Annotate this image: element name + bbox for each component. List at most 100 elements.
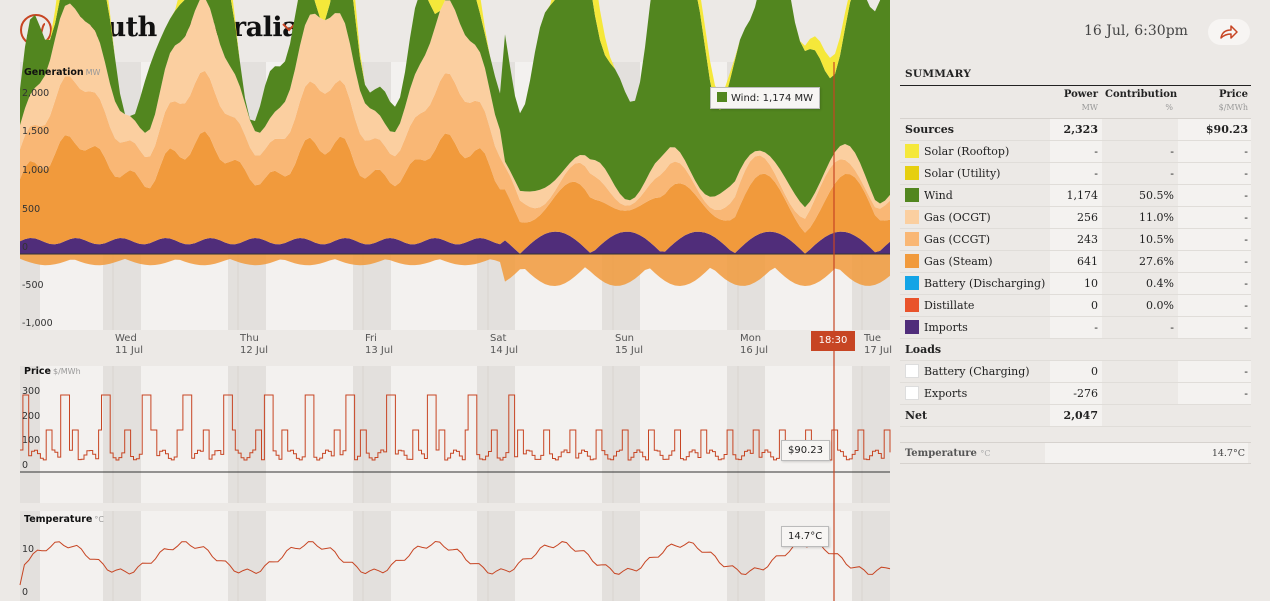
source-row[interactable]: Imports - - - (900, 317, 1251, 339)
price-tooltip: $90.23 (781, 440, 830, 461)
load-price: - (1178, 383, 1251, 404)
source-row[interactable]: Solar (Utility) - - - (900, 163, 1251, 185)
contribution-column-unit: % (1165, 103, 1173, 112)
day-date: 16 Jul (740, 345, 768, 356)
source-name: Solar (Rooftop) (924, 145, 1010, 158)
source-price: - (1178, 141, 1251, 162)
temperature-summary-value: 14.7°C (1045, 443, 1248, 463)
source-power: 10 (1050, 273, 1102, 294)
power-column-header[interactable]: Power (1063, 89, 1098, 100)
source-power: 641 (1050, 251, 1102, 272)
night-band (727, 511, 765, 601)
source-swatch[interactable] (905, 320, 919, 334)
source-row[interactable]: Gas (OCGT) 256 11.0% - (900, 207, 1251, 229)
charts-svg[interactable] (0, 0, 895, 601)
day-name: Sun (615, 333, 635, 344)
temperature-tooltip: 14.7°C (781, 526, 830, 547)
contribution-column-header[interactable]: Contribution (1105, 89, 1178, 100)
source-name: Gas (OCGT) (924, 211, 991, 224)
source-swatch[interactable] (905, 144, 919, 158)
source-power: 256 (1050, 207, 1102, 228)
day-date: 17 Jul (864, 345, 892, 356)
share-arrow-icon (1220, 25, 1238, 39)
source-power: 243 (1050, 229, 1102, 250)
generation-unit: MW (85, 68, 101, 77)
night-band (852, 511, 890, 601)
temperature-chart-y-tick: 10 (22, 544, 35, 555)
night-band (20, 366, 40, 503)
source-row[interactable]: Battery (Discharging) 10 0.4% - (900, 273, 1251, 295)
time-marker[interactable]: 18:30 (811, 331, 855, 351)
day-name: Fri (365, 333, 377, 344)
sources-price: $90.23 (1178, 119, 1251, 140)
share-button[interactable] (1208, 19, 1250, 45)
net-label: Net (905, 409, 928, 422)
generation-chart-y-tick: 500 (22, 204, 41, 215)
load-power: -276 (1050, 383, 1102, 404)
source-row[interactable]: Gas (Steam) 641 27.6% - (900, 251, 1251, 273)
source-power: - (1050, 141, 1102, 162)
day-date: 12 Jul (240, 345, 268, 356)
source-row[interactable]: Solar (Rooftop) - - - (900, 141, 1251, 163)
source-swatch[interactable] (905, 276, 919, 290)
price-chart-y-tick: 200 (22, 411, 41, 422)
source-swatch[interactable] (905, 254, 919, 268)
day-name: Wed (115, 333, 137, 344)
load-swatch[interactable] (905, 386, 919, 400)
day-label: Wed 11 Jul (115, 333, 143, 357)
source-swatch[interactable] (905, 188, 919, 202)
wind-tooltip: Wind: 1,174 MW (710, 87, 821, 109)
imports-area (20, 231, 890, 254)
price-label-text: Price (24, 366, 51, 377)
source-name: Solar (Utility) (924, 167, 1001, 180)
load-row[interactable]: Exports -276 - (900, 383, 1251, 405)
generation-chart-y-tick: 0 (22, 242, 29, 253)
source-power: 0 (1050, 295, 1102, 316)
source-swatch[interactable] (905, 210, 919, 224)
temperature-summary-row: Temperature °C 14.7°C (900, 442, 1251, 464)
day-date: 15 Jul (615, 345, 643, 356)
source-name: Gas (CCGT) (924, 233, 991, 246)
load-row[interactable]: Battery (Charging) 0 - (900, 361, 1251, 383)
chevron-down-icon[interactable] (282, 23, 296, 32)
price-chart-label: Price $/MWh (24, 366, 81, 377)
source-contribution: 50.5% (1139, 189, 1174, 202)
source-contribution: - (1170, 167, 1174, 180)
gas-ocgt-area (20, 0, 890, 219)
source-name: Imports (924, 321, 968, 334)
source-swatch[interactable] (905, 232, 919, 246)
wind-swatch (717, 92, 727, 102)
source-name: Gas (Steam) (924, 255, 993, 268)
temperature-line (19, 540, 891, 586)
source-swatch[interactable] (905, 298, 919, 312)
sources-power: 2,323 (1050, 119, 1102, 140)
source-price: - (1178, 185, 1251, 206)
price-column-header[interactable]: Price (1218, 89, 1248, 100)
load-swatch[interactable] (905, 364, 919, 378)
night-band (228, 366, 266, 503)
net-row: Net 2,047 (900, 405, 1251, 427)
sources-label: Sources (905, 123, 954, 136)
source-contribution: 0.4% (1146, 277, 1174, 290)
summary-panel: SUMMARY Power MW Contribution % Price $/… (900, 62, 1251, 464)
night-band (103, 366, 141, 503)
exports-area (20, 254, 890, 286)
generation-chart-y-tick: -500 (22, 280, 44, 291)
generation-chart-y-tick: -1,000 (22, 318, 53, 329)
source-price: - (1178, 295, 1251, 316)
temperature-summary-unit: °C (980, 449, 991, 458)
source-price: - (1178, 273, 1251, 294)
night-band (477, 511, 515, 601)
generation-chart-label: Generation MW (24, 67, 100, 78)
source-contribution: 10.5% (1139, 233, 1174, 246)
source-row[interactable]: Gas (CCGT) 243 10.5% - (900, 229, 1251, 251)
source-row[interactable]: Wind 1,174 50.5% - (900, 185, 1251, 207)
generation-chart-y-tick: 1,500 (22, 126, 50, 137)
source-swatch[interactable] (905, 166, 919, 180)
source-power: - (1050, 317, 1102, 338)
current-datetime[interactable]: 16 Jul, 6:30pm (1084, 23, 1188, 39)
source-name: Distillate (924, 299, 975, 312)
generation-chart-y-tick: 2,000 (22, 88, 50, 99)
source-row[interactable]: Distillate 0 0.0% - (900, 295, 1251, 317)
source-contribution: 27.6% (1139, 255, 1174, 268)
